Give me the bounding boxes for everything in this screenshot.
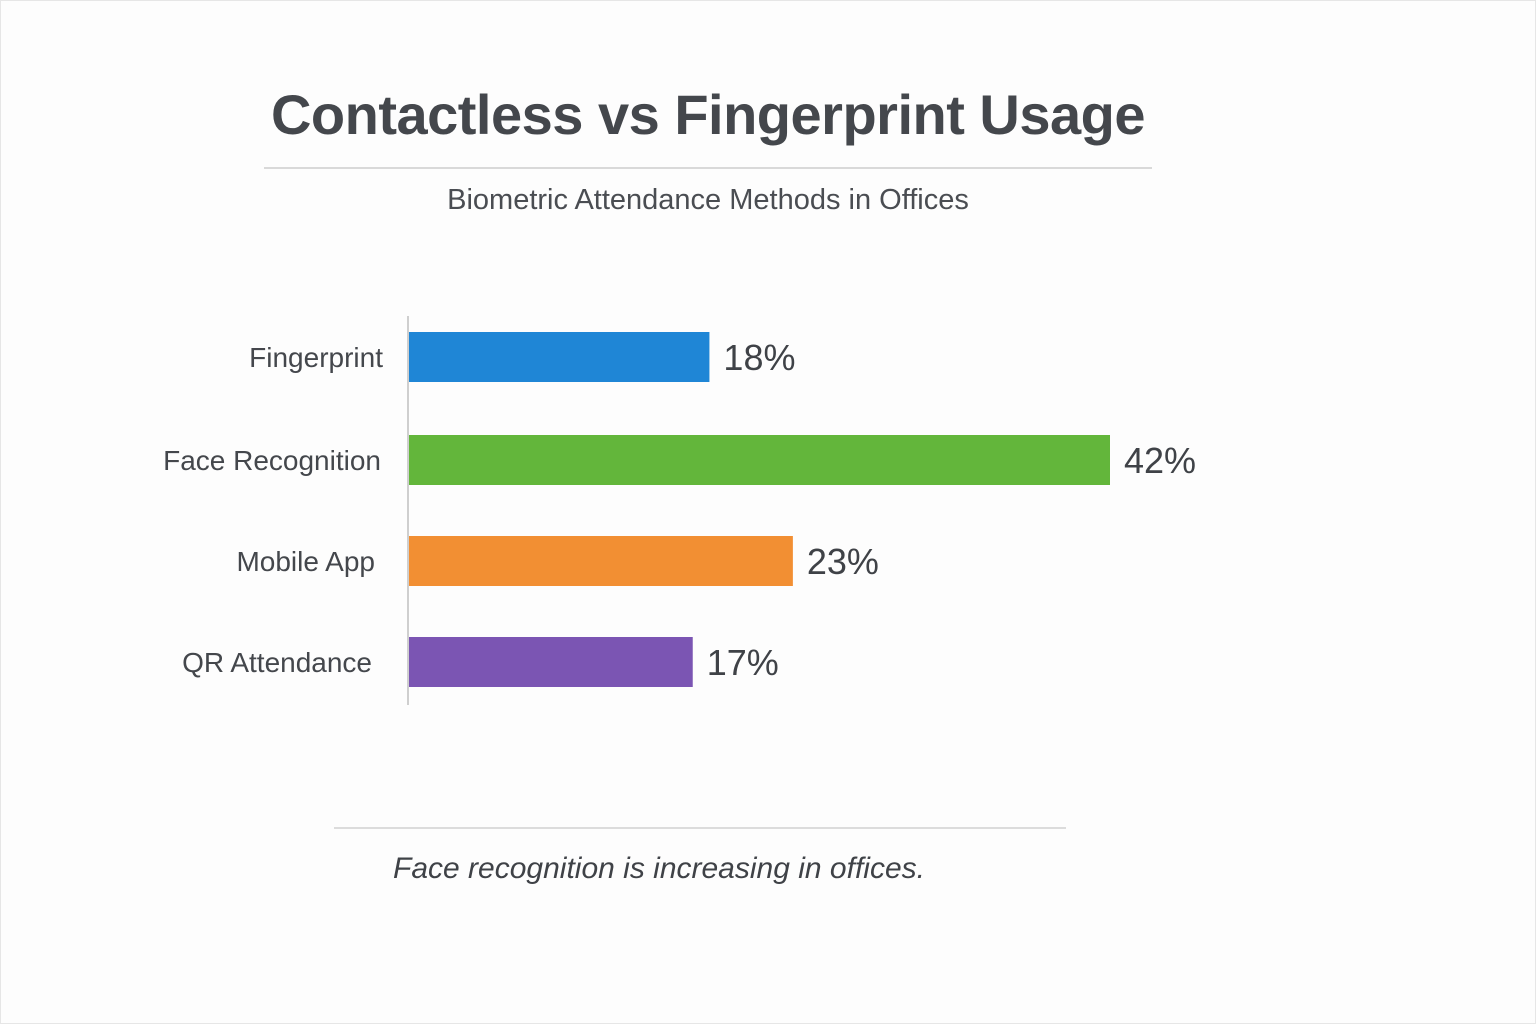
- footer-divider: [334, 827, 1066, 829]
- category-label: Mobile App: [236, 546, 375, 577]
- chart-subtitle: Biometric Attendance Methods in Offices: [447, 184, 969, 216]
- chart-footnote: Face recognition is increasing in office…: [393, 852, 925, 885]
- value-label: 42%: [1124, 440, 1196, 481]
- category-label: Fingerprint: [249, 342, 383, 373]
- value-label: 18%: [723, 337, 795, 378]
- chart-title: Contactless vs Fingerprint Usage: [270, 83, 1146, 146]
- title-divider: [264, 167, 1152, 169]
- bars-group: Fingerprint 18% Face Recognition 42% Mobile …: [163, 332, 1196, 687]
- category-label: QR Attendance: [182, 647, 372, 678]
- bar: [409, 332, 710, 382]
- bar: [409, 536, 793, 586]
- value-label: 17%: [707, 642, 779, 683]
- category-label: Face Recognition: [163, 445, 381, 476]
- value-label: 23%: [807, 541, 879, 582]
- bar: [409, 637, 693, 687]
- bar: [409, 435, 1110, 485]
